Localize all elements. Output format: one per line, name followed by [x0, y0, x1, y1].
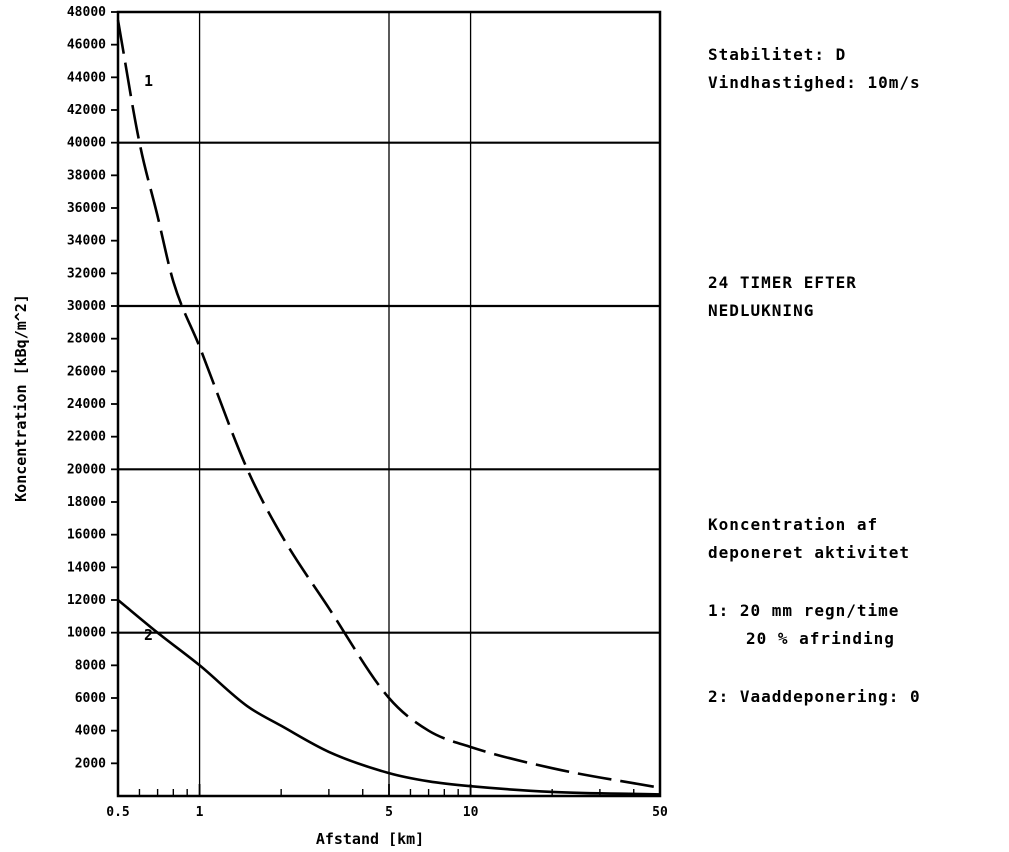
y-tick-label: 36000	[67, 201, 106, 216]
y-tick-label: 2000	[75, 756, 106, 771]
y-tick-label: 4000	[75, 724, 106, 739]
grid-layer	[118, 12, 660, 796]
legend-series-2-text: 2: Vaaddeponering: 0	[708, 687, 921, 706]
labels-layer: 2000 4000 6000 8000 10000 12000 14000 16000 1800…	[67, 5, 668, 820]
legend-series-1-subtext: 20 % afrinding	[746, 629, 895, 648]
side-annotations: Stabilitet: D Vindhastighed: 10m/s 24 TI…	[708, 45, 921, 706]
y-tick-label: 42000	[67, 103, 106, 118]
x-tick-label: 50	[652, 805, 668, 820]
curve-label-2: 2	[144, 626, 153, 644]
wind-speed-text: Vindhastighed: 10m/s	[708, 73, 921, 92]
y-tick-label: 32000	[67, 266, 106, 281]
ticks-layer	[111, 12, 660, 796]
concentration-title-text: Koncentration af	[708, 515, 878, 534]
legend-series-1-text: 1: 20 mm regn/time	[708, 601, 899, 620]
y-tick-label: 38000	[67, 168, 106, 183]
deposited-activity-text: deponeret aktivitet	[708, 543, 910, 562]
y-tick-label: 30000	[67, 299, 106, 314]
shutdown-text: NEDLUKNING	[708, 301, 814, 320]
x-tick-label: 5	[385, 805, 393, 820]
y-tick-label: 34000	[67, 234, 106, 249]
y-tick-label: 46000	[67, 38, 106, 53]
y-tick-label: 8000	[75, 658, 106, 673]
y-tick-label: 40000	[67, 136, 106, 151]
y-tick-label: 18000	[67, 495, 106, 510]
x-tick-label: 1	[196, 805, 204, 820]
x-axis-title: Afstand [km]	[316, 830, 424, 848]
y-tick-label: 14000	[67, 560, 106, 575]
curve-label-1: 1	[144, 72, 153, 90]
y-tick-label: 6000	[75, 691, 106, 706]
x-tick-label: 0.5	[106, 805, 129, 820]
y-tick-label: 10000	[67, 626, 106, 641]
stability-text: Stabilitet: D	[708, 45, 846, 64]
time-text: 24 TIMER EFTER	[708, 273, 857, 292]
y-tick-label: 16000	[67, 528, 106, 543]
y-tick-label: 28000	[67, 332, 106, 347]
y-tick-label: 12000	[67, 593, 106, 608]
y-tick-label: 44000	[67, 70, 106, 85]
y-tick-label: 20000	[67, 462, 106, 477]
y-axis-title: Koncentration [kBq/m^2]	[12, 294, 30, 502]
y-tick-label: 26000	[67, 364, 106, 379]
x-tick-label: 10	[463, 805, 479, 820]
y-tick-label: 24000	[67, 397, 106, 412]
y-tick-label: 48000	[67, 5, 106, 20]
y-tick-label: 22000	[67, 430, 106, 445]
